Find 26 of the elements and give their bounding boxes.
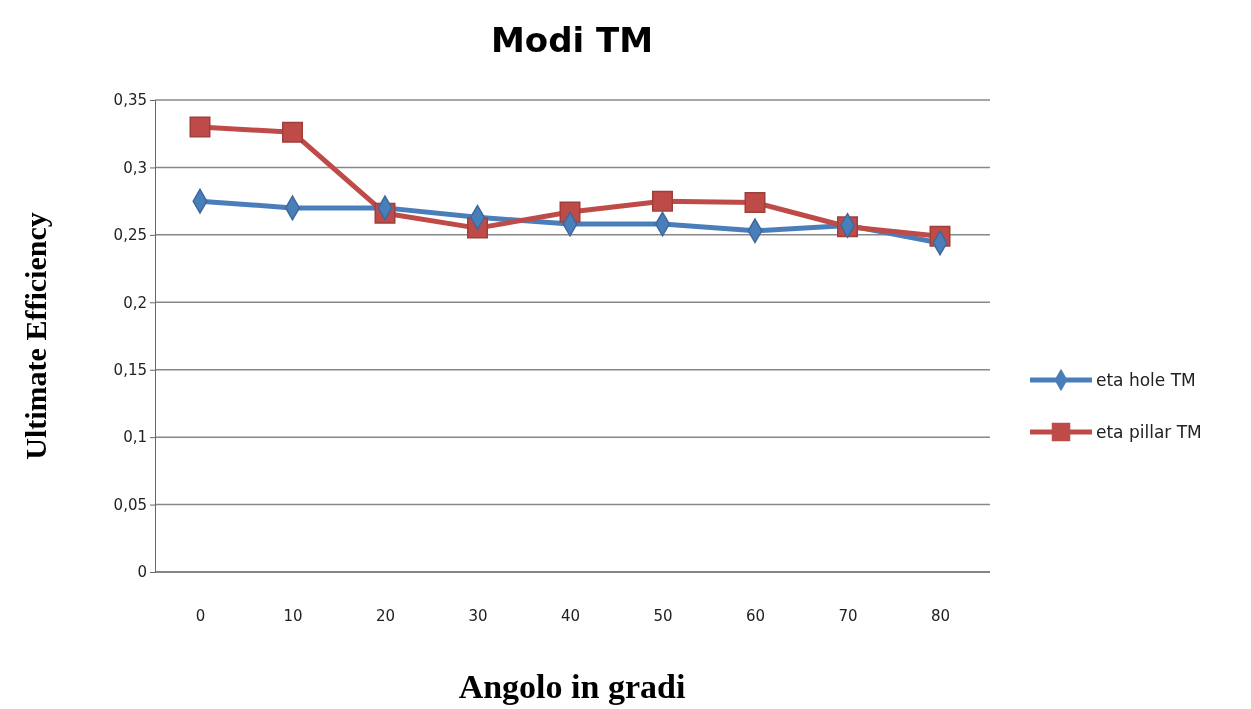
y-tick-label: 0,15 bbox=[113, 361, 147, 380]
x-axis-title: Angolo in gradi bbox=[458, 668, 686, 705]
point bbox=[282, 121, 303, 143]
y-tick-label: 0 bbox=[137, 563, 147, 582]
point bbox=[652, 190, 673, 212]
legend-label: eta hole TM bbox=[1096, 370, 1196, 390]
legend-label: eta pillar TM bbox=[1096, 422, 1202, 442]
y-tick-label: 0,2 bbox=[123, 293, 147, 312]
x-tick-label: 10 bbox=[283, 606, 303, 625]
y-tick-label: 0,05 bbox=[113, 495, 147, 514]
x-tick-label: 20 bbox=[375, 606, 396, 625]
x-tick-label: 80 bbox=[930, 606, 951, 625]
y-tick-label: 0,35 bbox=[113, 91, 147, 110]
y-tick-label: 0,1 bbox=[123, 428, 147, 447]
y-tick-label: 0,25 bbox=[113, 226, 147, 245]
point bbox=[744, 191, 766, 213]
y-axis-title: Ultimate Efficiency bbox=[19, 212, 52, 460]
x-tick-label: 30 bbox=[468, 606, 488, 625]
chart-title: Modi TM bbox=[490, 20, 654, 60]
y-tick-label: 0,3 bbox=[123, 158, 147, 177]
point bbox=[189, 116, 211, 138]
x-tick-label: 60 bbox=[745, 606, 766, 625]
x-tick-label: 70 bbox=[838, 606, 858, 625]
x-tick-label: 40 bbox=[560, 606, 581, 625]
x-tick-label: 50 bbox=[653, 606, 673, 625]
x-tick-label: 0 bbox=[195, 606, 206, 625]
